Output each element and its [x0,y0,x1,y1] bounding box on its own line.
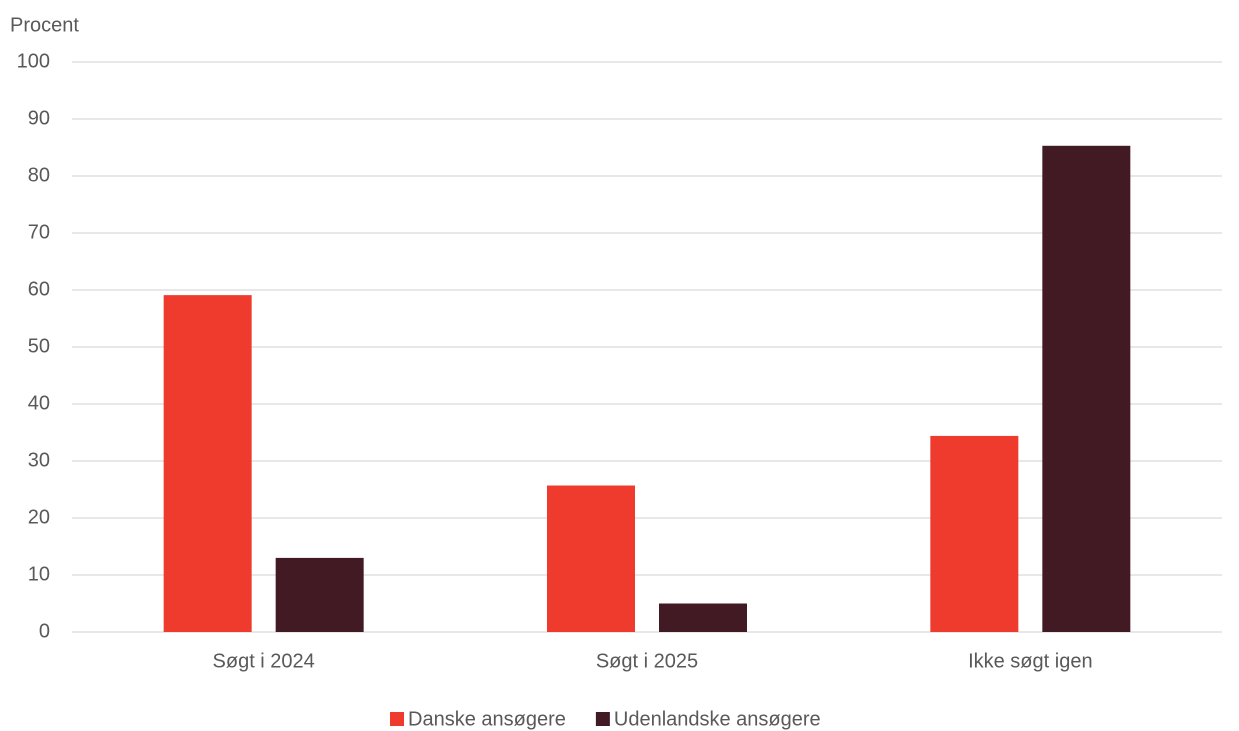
y-tick-label: 10 [28,563,50,585]
bar [659,603,747,632]
bar [547,485,635,632]
y-tick-label: 100 [17,50,50,72]
y-tick-label: 20 [28,506,50,528]
x-tick-label: Søgt i 2024 [213,650,315,672]
bar [930,435,1019,632]
y-tick-label: 40 [28,392,50,414]
y-tick-label: 90 [28,107,50,129]
bar [1042,145,1131,633]
y-tick-label: 0 [39,620,50,642]
y-tick-label: 50 [28,335,50,357]
y-tick-label: 60 [28,278,50,300]
legend-label: Udenlandske ansøgere [614,708,821,730]
y-axis-label: Procent [10,14,79,36]
bar [275,557,364,632]
legend-label: Danske ansøgere [408,708,566,730]
y-tick-label: 70 [28,221,50,243]
bar [163,295,252,632]
x-tick-label: Søgt i 2025 [596,650,698,672]
x-tick-label: Ikke søgt igen [968,650,1093,672]
y-tick-label: 80 [28,164,50,186]
legend-swatch [595,712,610,726]
legend-swatch [390,712,404,726]
y-tick-label: 30 [28,449,50,471]
